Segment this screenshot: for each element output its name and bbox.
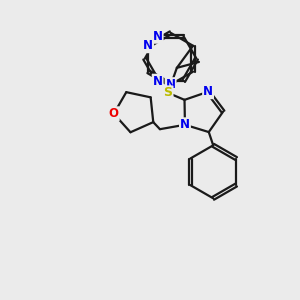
Text: N: N xyxy=(203,85,213,98)
Text: N: N xyxy=(153,30,163,43)
Text: N: N xyxy=(143,39,153,52)
Text: O: O xyxy=(109,107,119,120)
Text: N: N xyxy=(180,118,190,131)
Text: N: N xyxy=(166,78,176,91)
Text: N: N xyxy=(153,75,163,88)
Text: S: S xyxy=(164,86,172,99)
